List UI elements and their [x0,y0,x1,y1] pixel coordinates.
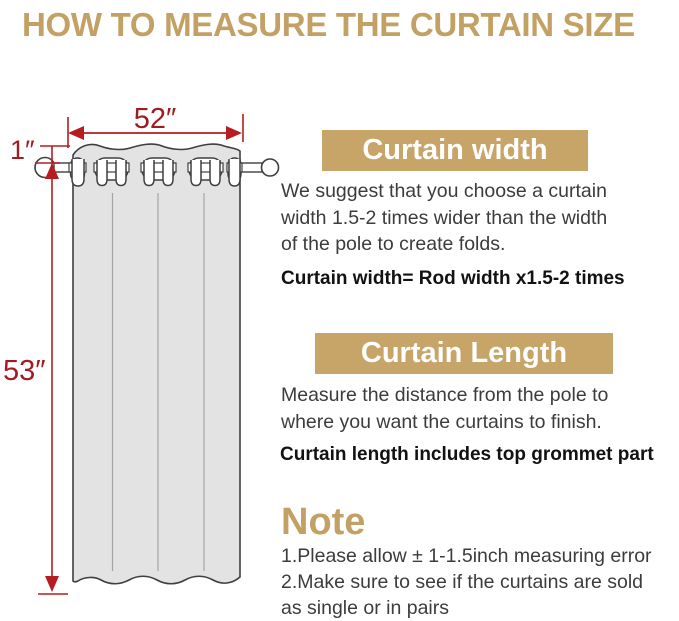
fabric-loops [71,159,241,187]
curtain-length-formula: Curtain length includes top grommet part [280,444,654,465]
grommet-openings [68,157,243,187]
section-header-curtain-length: Curtain Length [315,333,613,374]
curtain-measurement-diagram: 52″ 1″ 53″ [3,103,280,595]
note-item: 2.Make sure to see if the curtains are s… [281,571,644,593]
fold-lines [111,193,205,571]
width-measurement-arrow [67,114,244,148]
text-line: We suggest that you choose a curtain [281,180,607,202]
width-dimension-label: 52″ [134,103,177,135]
note-heading: Note [281,501,366,543]
top-offset-label: 1″ [10,135,35,165]
note-item: 1.Please allow ± 1-1.5inch measuring err… [281,545,652,567]
curtain-width-formula: Curtain width= Rod width x1.5-2 times [281,268,625,289]
length-dimension-label: 53″ [3,355,46,387]
note-list: 1.Please allow ± 1-1.5inch measuring err… [281,543,652,621]
text-line: of the pole to create folds. [281,233,506,255]
text-line: width 1.5-2 times wider than the width [281,206,608,229]
top-offset-measurement [35,145,70,164]
note-item: as single or in pairs [281,597,449,619]
section-header-curtain-width: Curtain width [322,130,588,171]
text-line: where you want the curtains to finish. [281,410,602,433]
curtain-width-description: We suggest that you choose a curtain wid… [281,178,607,258]
length-measurement-arrow [38,146,68,595]
page-title: HOW TO MEASURE THE CURTAIN SIZE [22,6,635,43]
curtain-panel [72,143,241,585]
curtain-length-description: Measure the distance from the pole to wh… [281,382,608,435]
text-line: Measure the distance from the pole to [281,384,609,406]
